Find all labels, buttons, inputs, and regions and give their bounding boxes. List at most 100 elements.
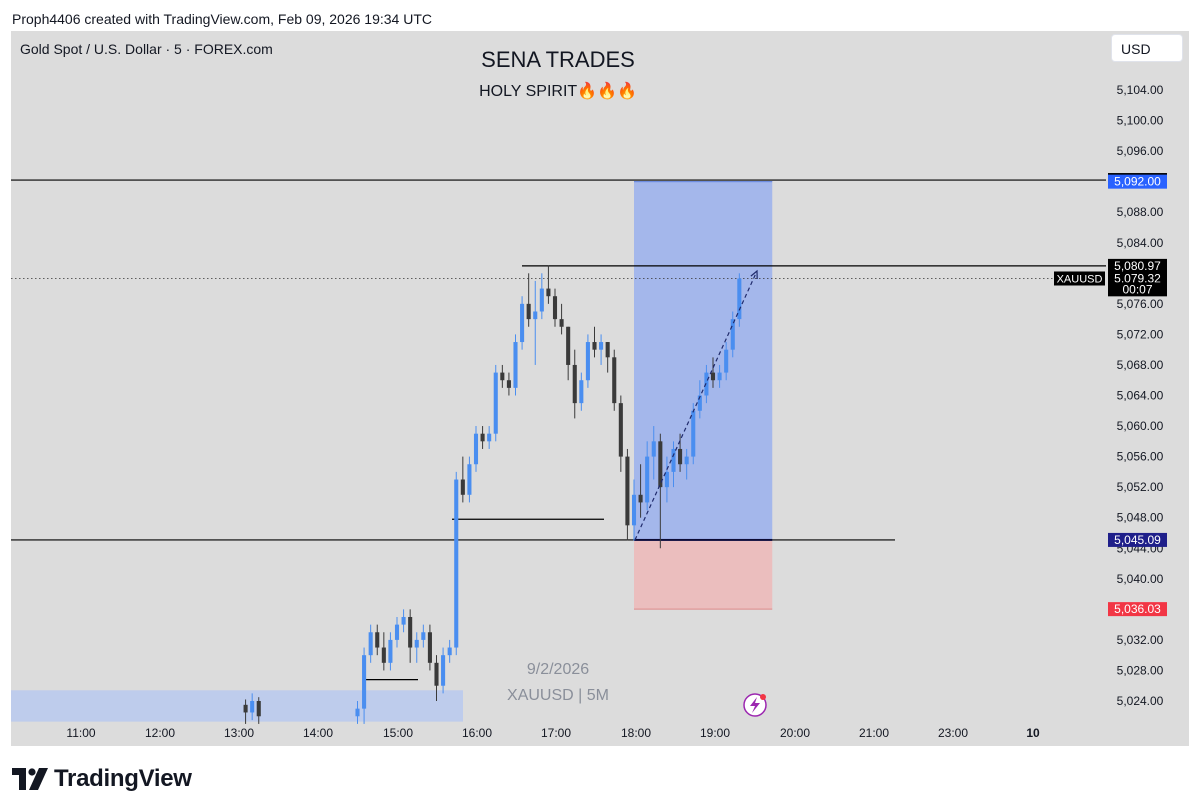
y-tick-label: 5,040.00 [1117,572,1164,586]
candle [467,456,472,503]
candle [631,479,637,541]
candle-body [368,632,373,656]
candle-body [256,701,261,717]
candle [493,364,498,442]
price-label: 5,045.09 [1108,532,1167,547]
price-label-box [1108,602,1167,617]
candle [520,296,525,350]
y-tick-label: 5,084.00 [1117,236,1164,250]
candle [526,273,531,327]
candle [658,433,663,549]
candle [717,364,722,388]
lightning-glyph [750,697,760,713]
y-tick-label: 5,064.00 [1117,389,1164,403]
candle [447,639,452,663]
candle-body [579,380,584,404]
y-tick-label: 5,028.00 [1117,663,1164,677]
candle-body [467,464,472,495]
candle [414,632,419,663]
y-tick-label: 5,024.00 [1117,694,1164,708]
candle-body [506,380,511,388]
candle-body [691,410,696,457]
candle [533,280,538,365]
candle-body [381,647,386,663]
candle-body [362,655,367,709]
currency-button[interactable]: USD [1111,34,1183,62]
candle [375,624,380,656]
candle-body [737,278,742,320]
candle-body [250,701,255,713]
y-tick-label: 5,052.00 [1117,480,1164,494]
candle [401,609,406,633]
candle [566,326,571,381]
candle [737,273,742,327]
candle [724,342,729,381]
candle-body [697,395,702,411]
candle-body [375,632,380,648]
candle-body [500,372,505,381]
price-label-text: 5,079.32 [1114,271,1161,285]
price-label-box [1108,282,1167,297]
x-tick-label: 18:00 [621,726,651,740]
candle-body [243,704,248,713]
y-tick-label: 5,056.00 [1117,450,1164,464]
candle-body [612,357,617,404]
candle [638,464,643,518]
candle [618,395,623,472]
candle-body [671,448,676,472]
candle [572,349,577,419]
candle-body [539,288,544,312]
candle [250,693,255,721]
candle-body [605,342,610,358]
y-tick-label: 5,048.00 [1117,511,1164,525]
chart-area[interactable] [11,31,1189,746]
candle [592,326,597,358]
stop-edge [634,608,773,610]
candle-body [355,708,360,717]
price-label-text: 5,080.97 [1114,259,1161,273]
candle [368,624,373,663]
candle [539,273,544,320]
candle-body [408,616,413,648]
candle-body [717,372,722,381]
candle [394,616,400,648]
candle-body [513,342,518,388]
candle-body [434,662,439,686]
candle [421,624,426,648]
price-label-text: 00:07 [1122,282,1152,296]
y-tick-label: 5,096.00 [1117,144,1164,158]
candle [612,349,617,411]
price-label-box [1108,174,1167,189]
symbol-description: Gold Spot / U.S. Dollar · 5 · FOREX.com [20,41,273,57]
candle-body [546,288,551,297]
x-tick-label: 17:00 [541,726,571,740]
notification-dot [760,694,766,700]
candle [388,632,393,671]
candle [243,699,248,724]
price-label: 5,080.97 [1108,258,1167,273]
candle-body [421,632,426,640]
tradingview-logo[interactable]: TradingView [12,765,192,793]
x-tick-label: 21:00 [859,726,889,740]
x-tick-label: 11:00 [66,726,95,740]
x-tick-label: 13:00 [224,726,254,740]
chart-credit: Proph4406 created with TradingView.com, … [12,11,432,27]
symbol-tag-box [1054,271,1105,286]
candle-body [645,456,650,503]
candle-body [638,494,643,503]
candle [684,448,689,480]
candle [256,697,261,724]
candle-body [493,372,498,434]
candle [473,426,479,472]
price-label-text: 5,045.09 [1114,533,1161,547]
candle-body [460,479,465,495]
price-label: 00:07 [1108,282,1167,297]
candle [434,655,439,701]
candle-body [664,471,669,488]
candle [625,448,630,541]
candle [552,288,558,327]
x-tick-label: 16:00 [462,726,492,740]
price-label: 5,092.00 [1108,174,1167,189]
candle [605,342,610,373]
